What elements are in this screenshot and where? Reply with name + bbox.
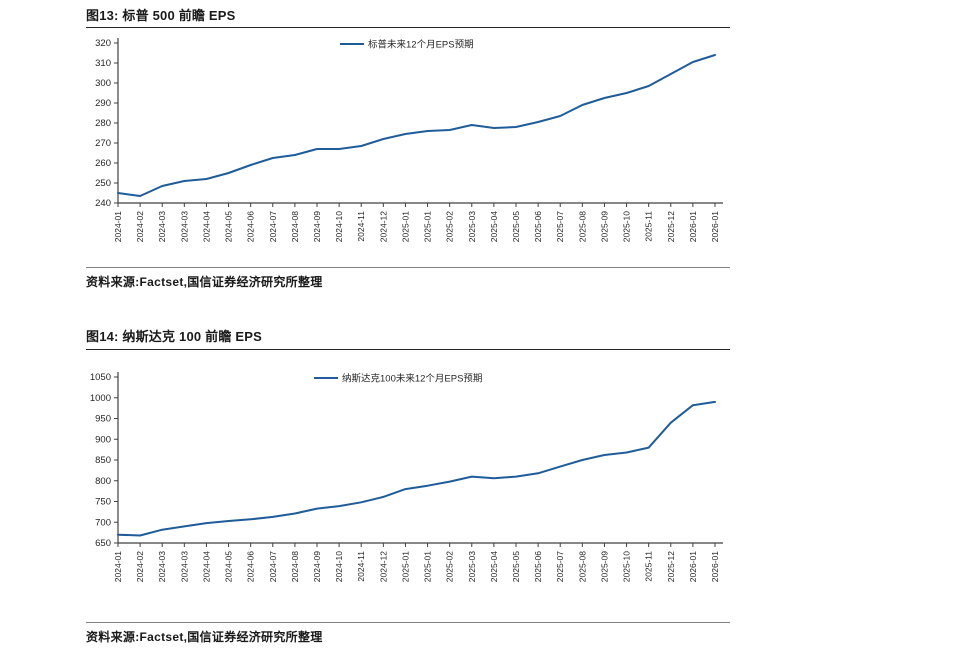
x-axis-label: 2025-08 [577, 551, 587, 582]
x-axis-label: 2026-01 [688, 551, 698, 582]
x-axis-label: 2025-12 [666, 211, 676, 242]
x-axis-label: 2024-11 [356, 211, 366, 242]
x-axis-label: 2024-02 [135, 211, 145, 242]
y-axis-label: 250 [95, 178, 111, 189]
x-axis-label: 2026-01 [710, 551, 720, 582]
y-axis-label: 750 [95, 497, 111, 508]
y-axis-label: 1000 [90, 393, 111, 404]
legend-label: 标普未来12个月EPS预期 [368, 39, 474, 51]
x-axis-label: 2024-08 [290, 551, 300, 582]
x-axis-label: 2024-07 [268, 551, 278, 582]
x-axis-label: 2025-01 [423, 551, 433, 582]
x-axis-label: 2024-05 [224, 551, 234, 582]
x-axis-label: 2024-10 [334, 551, 344, 582]
x-axis-label: 2024-11 [356, 551, 366, 582]
y-axis-label: 290 [95, 98, 111, 109]
x-axis-label: 2024-03 [157, 211, 167, 242]
x-axis-label: 2024-12 [378, 551, 388, 582]
x-axis-label: 2025-09 [599, 211, 609, 242]
x-axis-label: 2025-01 [400, 211, 410, 242]
x-axis-label: 2025-07 [555, 211, 565, 242]
x-axis-label: 2024-03 [157, 551, 167, 582]
y-axis-label: 270 [95, 138, 111, 149]
figure-14-source-note: 资料来源:Factset,国信证券经济研究所整理 [86, 630, 323, 644]
x-axis-label: 2024-05 [224, 211, 234, 242]
x-axis-label: 2025-12 [666, 551, 676, 582]
figure-14-title: 图14: 纳斯达克 100 前瞻 EPS [86, 329, 262, 344]
legend-label: 纳斯达克100未来12个月EPS预期 [342, 373, 482, 385]
x-axis-label: 2025-05 [511, 211, 521, 242]
series-line [117, 400, 716, 537]
y-axis-label: 280 [95, 118, 111, 129]
y-axis-label: 950 [95, 414, 111, 425]
x-axis-label: 2024-12 [378, 211, 388, 242]
x-axis-label: 2024-02 [135, 551, 145, 582]
x-axis-label: 2025-01 [400, 551, 410, 582]
figure-14-source-rule [86, 622, 730, 623]
figure-13-source-rule [86, 267, 730, 268]
x-axis-label: 2025-09 [599, 551, 609, 582]
x-axis-label: 2025-03 [467, 551, 477, 582]
x-axis-label: 2025-04 [489, 551, 499, 582]
x-axis-label: 2024-03 [179, 211, 189, 242]
x-axis-label: 2025-08 [577, 211, 587, 242]
x-axis-label: 2025-11 [644, 211, 654, 242]
x-axis-label: 2024-07 [268, 211, 278, 242]
nasdaq100-forward-eps-chart: 650 700 750 800 850 900 950 1000 1050 2024-01 2024… [90, 372, 723, 582]
y-axis-label: 800 [95, 476, 111, 487]
y-axis-label: 320 [95, 38, 111, 49]
x-axis-label: 2024-04 [201, 551, 211, 582]
figure-13-title-underline [86, 27, 730, 28]
y-axis-label: 1050 [90, 372, 111, 383]
x-axis-label: 2024-09 [312, 211, 322, 242]
x-axis-label: 2024-01 [113, 211, 123, 242]
x-axis-label: 2024-06 [246, 211, 256, 242]
y-axis-label: 260 [95, 158, 111, 169]
y-axis-label: 900 [95, 434, 111, 445]
x-axis-label: 2025-10 [622, 551, 632, 582]
x-axis-label: 2025-02 [445, 211, 455, 242]
y-axis-label: 700 [95, 517, 111, 528]
x-axis-label: 2025-04 [489, 211, 499, 242]
sp500-forward-eps-chart: 240 250 260 270 280 290 300 310 320 2024-01 2024-0… [95, 38, 723, 242]
x-axis-label: 2025-10 [622, 211, 632, 242]
y-axis-label: 650 [95, 538, 111, 549]
x-axis-label: 2025-06 [533, 551, 543, 582]
y-axis-label: 850 [95, 455, 111, 466]
x-axis-label: 2025-11 [644, 551, 654, 582]
y-axis-label: 240 [95, 198, 111, 209]
x-axis-label: 2025-02 [445, 551, 455, 582]
x-axis-label: 2026-01 [710, 211, 720, 242]
figure-13-title: 图13: 标普 500 前瞻 EPS [86, 8, 236, 23]
x-axis-label: 2025-03 [467, 211, 477, 242]
x-axis-label: 2025-05 [511, 551, 521, 582]
x-axis-label: 2024-10 [334, 211, 344, 242]
series-line [117, 54, 716, 197]
figure-13-source-note: 资料来源:Factset,国信证券经济研究所整理 [86, 275, 323, 289]
figure-14-title-underline [86, 349, 730, 350]
y-axis-label: 300 [95, 78, 111, 89]
x-axis-label: 2025-07 [555, 551, 565, 582]
x-axis-label: 2024-09 [312, 551, 322, 582]
x-axis-label: 2025-06 [533, 211, 543, 242]
x-axis-label: 2024-03 [179, 551, 189, 582]
x-axis-label: 2025-01 [423, 211, 433, 242]
x-axis-label: 2024-08 [290, 211, 300, 242]
x-axis-label: 2026-01 [688, 211, 698, 242]
y-axis-label: 310 [95, 58, 111, 69]
x-axis-label: 2024-04 [201, 211, 211, 242]
x-axis-label: 2024-06 [246, 551, 256, 582]
x-axis-label: 2024-01 [113, 551, 123, 582]
